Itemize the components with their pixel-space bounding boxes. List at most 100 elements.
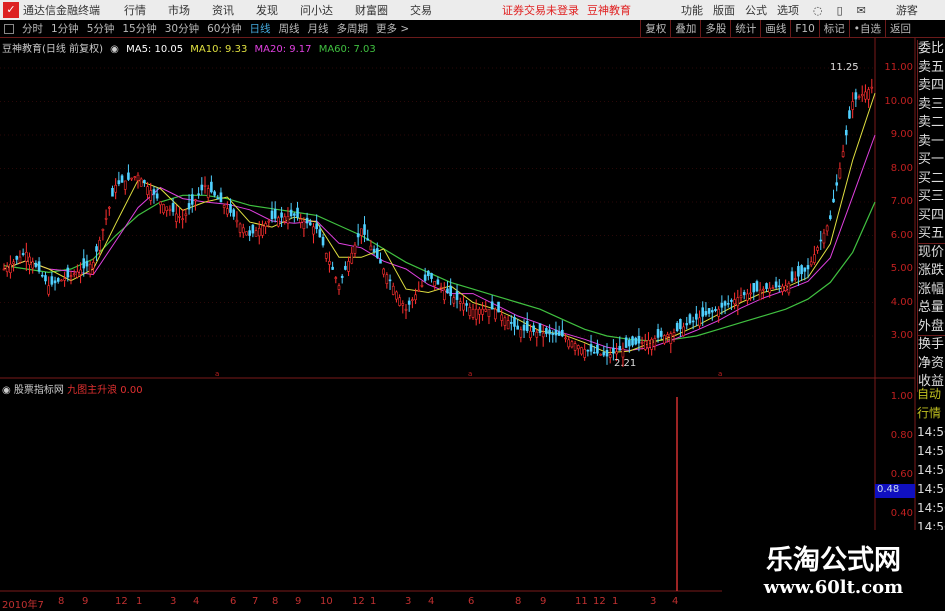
candle-body (414, 294, 417, 301)
menu-news[interactable]: 资讯 (212, 4, 234, 17)
user-label[interactable]: 游客 (895, 4, 918, 17)
watchlist-button[interactable]: •自选 (848, 20, 885, 38)
candle-body (382, 268, 385, 275)
menu-wealth[interactable]: 财富圈 (355, 4, 388, 17)
quote-field: 总量 (918, 300, 945, 315)
mark-button[interactable]: 标记 (818, 20, 849, 38)
candle-body (44, 275, 47, 282)
candle-body (809, 261, 813, 266)
menu-discover[interactable]: 发现 (256, 4, 278, 17)
time-tick: 1 (370, 596, 377, 607)
stats-button[interactable]: 统计 (730, 20, 760, 38)
menu-layout[interactable]: 版面 (713, 4, 735, 17)
candle-body (621, 348, 625, 358)
tick-row: 自动 (917, 387, 942, 401)
multi-stock-button[interactable]: 多股 (700, 20, 730, 38)
quote-field: 现价 (918, 244, 945, 260)
period-intraday[interactable]: 分时 (22, 23, 43, 35)
candle-body (532, 325, 535, 332)
draw-button[interactable]: 画线 (760, 20, 790, 38)
candle-body (187, 203, 191, 210)
sidebar-toggle-icon[interactable] (4, 23, 14, 34)
indicator-tick: 0.40 (890, 508, 913, 519)
candle-body (710, 310, 714, 313)
period-daily[interactable]: 日线 (249, 23, 271, 35)
candle-body (554, 329, 558, 336)
candle-body (825, 225, 829, 232)
adjust-button[interactable]: 复权 (640, 20, 670, 38)
candle-body (714, 308, 717, 311)
quote-field: 卖四 (918, 78, 945, 93)
candle-body (739, 295, 743, 299)
period-weekly[interactable]: 周线 (278, 23, 300, 35)
period-30min[interactable]: 30分钟 (164, 23, 200, 35)
candle-body (241, 227, 245, 234)
candle-body (194, 199, 197, 202)
candle-body (69, 275, 73, 278)
time-tick: 4 (193, 596, 200, 607)
phone-icon[interactable]: ▯ (836, 3, 843, 17)
period-60min[interactable]: 60分钟 (207, 23, 242, 35)
period-1min[interactable]: 1分钟 (51, 23, 79, 35)
candle-body (848, 110, 851, 119)
candle-body (541, 332, 545, 338)
candle-body (111, 187, 114, 197)
period-more[interactable]: 更多 > (376, 23, 410, 35)
candle-body (768, 287, 772, 293)
candle-body (758, 289, 762, 301)
candle-body (50, 276, 54, 285)
ma5-value: MA5: 10.05 (126, 44, 184, 55)
quote-field: 买二 (918, 170, 945, 186)
period-5min[interactable]: 5分钟 (86, 23, 115, 35)
candle-body (385, 274, 389, 284)
menu-trade[interactable]: 交易 (410, 4, 432, 17)
candle-body (353, 244, 357, 254)
menu-options[interactable]: 选项 (777, 4, 799, 17)
candle-body (5, 266, 9, 273)
candle-body (659, 330, 663, 337)
quote-field: 买三 (918, 189, 945, 204)
candle-body (446, 288, 449, 294)
menu-quotes[interactable]: 行情 (124, 4, 146, 17)
login-status[interactable]: 证券交易未登录 (502, 4, 579, 17)
candle-body (88, 263, 92, 275)
period-multi[interactable]: 多周期 (336, 23, 369, 35)
candle-body (634, 337, 638, 345)
quote-field: 买五 (918, 225, 945, 244)
candle-body (213, 191, 216, 196)
candle-body (168, 208, 172, 211)
candle-body (781, 285, 784, 292)
collapse-icon[interactable]: ◉ (110, 44, 119, 55)
indicator-name[interactable]: 九图主升浪 (67, 385, 118, 396)
f10-button[interactable]: F10 (790, 20, 818, 38)
period-monthly[interactable]: 月线 (307, 23, 329, 35)
candle-body (803, 267, 807, 272)
collapse-icon[interactable]: ◉ (2, 385, 11, 396)
candle-body (790, 271, 794, 282)
candle-body (612, 347, 615, 354)
menu-formula[interactable]: 公式 (745, 4, 767, 17)
candle-body (350, 252, 354, 264)
skin-icon[interactable]: ◌ (813, 3, 823, 17)
period-15min[interactable]: 15分钟 (122, 23, 157, 35)
candle-body (146, 186, 149, 195)
overlay-button[interactable]: 叠加 (670, 20, 700, 38)
candle-body (726, 303, 730, 305)
back-button[interactable]: 返回 (885, 20, 915, 38)
menu-ask[interactable]: 问小达 (300, 4, 333, 17)
candle-body (516, 325, 519, 330)
menu-market[interactable]: 市场 (168, 4, 190, 17)
candle-body (238, 223, 242, 233)
candle-body (407, 300, 411, 305)
candle-body (576, 345, 580, 350)
candle-body (210, 181, 213, 193)
menu-function[interactable]: 功能 (681, 4, 703, 17)
candle-body (171, 203, 175, 212)
candle-body (583, 349, 586, 358)
candle-body (494, 308, 497, 320)
chart-tools: 复权 叠加 多股 统计 画线 F10 标记 •自选 返回 (640, 20, 915, 38)
candle-body (548, 329, 551, 335)
candle-body (822, 232, 826, 244)
message-icon[interactable]: ✉ (856, 3, 866, 17)
